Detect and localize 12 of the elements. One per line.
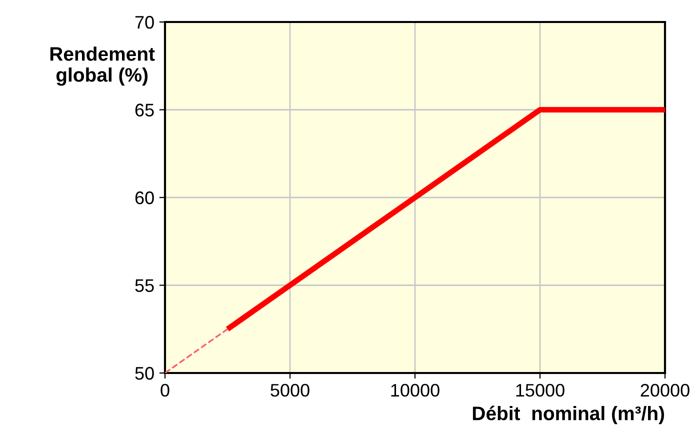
x-tick-label: 0 bbox=[160, 384, 170, 397]
y-tick-label: 60 bbox=[135, 191, 154, 204]
x-tick-label: 10000 bbox=[391, 384, 440, 397]
y-tick-label: 50 bbox=[135, 366, 154, 380]
x-tick-label: 20000 bbox=[640, 384, 690, 397]
y-axis-title: Rendement global (%) bbox=[50, 46, 155, 86]
x-axis-title: Débit nominal (m³/h) bbox=[472, 406, 664, 424]
y-tick-label: 65 bbox=[135, 104, 154, 116]
x-tick-label: 5000 bbox=[270, 384, 310, 397]
x-tick-label: 15000 bbox=[516, 384, 564, 397]
y-tick-label: 55 bbox=[135, 279, 154, 292]
y-tick-label: 70 bbox=[135, 16, 154, 29]
